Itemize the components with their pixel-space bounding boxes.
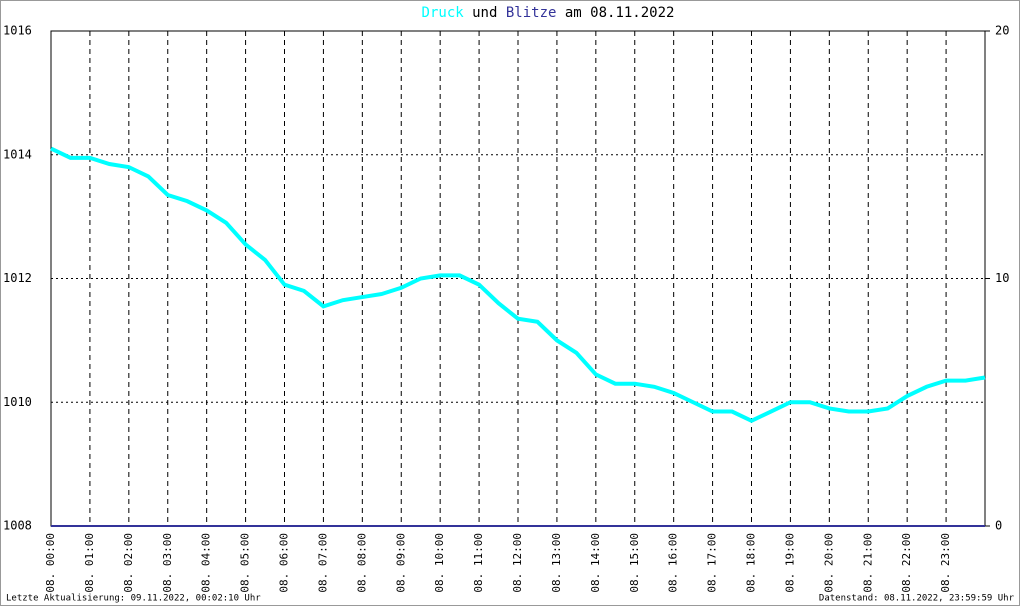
- x-tick-label: 08. 15:00: [628, 533, 641, 593]
- title-part: und: [472, 5, 497, 21]
- y2-tick-label: 20: [995, 24, 1009, 38]
- x-tick-label: 08. 01:00: [83, 533, 96, 593]
- x-tick-label: 08. 16:00: [667, 533, 680, 593]
- title-druck: Druck: [422, 5, 465, 21]
- x-tick-label: 08. 10:00: [433, 533, 446, 593]
- x-tick-label: 08. 20:00: [822, 533, 835, 593]
- x-tick-label: 08. 09:00: [394, 533, 407, 593]
- x-tick-label: 08. 04:00: [200, 533, 213, 593]
- x-tick-label: 08. 19:00: [783, 533, 796, 593]
- y-tick-label: 1014: [3, 147, 32, 161]
- x-tick-label: 08. 02:00: [122, 533, 135, 593]
- footer-left: Letzte Aktualisierung: 09.11.2022, 00:02…: [6, 594, 261, 604]
- x-tick-label: 08. 13:00: [550, 533, 563, 593]
- chart-title: Druck und Blitze am 08.11.2022: [422, 5, 675, 21]
- y2-tick-label: 0: [995, 519, 1002, 533]
- title-blitze: Blitze: [506, 5, 557, 21]
- x-tick-label: 08. 05:00: [239, 533, 252, 593]
- x-tick-label: 08. 22:00: [900, 533, 913, 593]
- y2-tick-label: 10: [995, 271, 1009, 285]
- x-tick-label: 08. 00:00: [44, 533, 57, 593]
- x-tick-label: 08. 11:00: [472, 533, 485, 593]
- x-tick-label: 08. 03:00: [161, 533, 174, 593]
- x-tick-label: 08. 08:00: [355, 533, 368, 593]
- title-part: am 08.11.2022: [565, 5, 675, 21]
- series-line: [50, 146, 986, 424]
- x-tick-label: 08. 23:00: [939, 533, 952, 593]
- footer-right: Datenstand: 08.11.2022, 23:59:59 Uhr: [819, 594, 1015, 604]
- y-tick-label: 1016: [3, 24, 32, 38]
- x-tick-label: 08. 17:00: [706, 533, 719, 593]
- x-tick-label: 08. 12:00: [511, 533, 524, 593]
- y-tick-label: 1008: [3, 519, 32, 533]
- x-tick-label: 08. 18:00: [745, 533, 758, 593]
- y-tick-label: 1010: [3, 395, 32, 409]
- x-tick-label: 08. 14:00: [589, 533, 602, 593]
- x-tick-label: 08. 06:00: [278, 533, 291, 593]
- x-tick-label: 08. 07:00: [316, 533, 329, 593]
- y-tick-label: 1012: [3, 271, 32, 285]
- x-tick-label: 08. 21:00: [861, 533, 874, 593]
